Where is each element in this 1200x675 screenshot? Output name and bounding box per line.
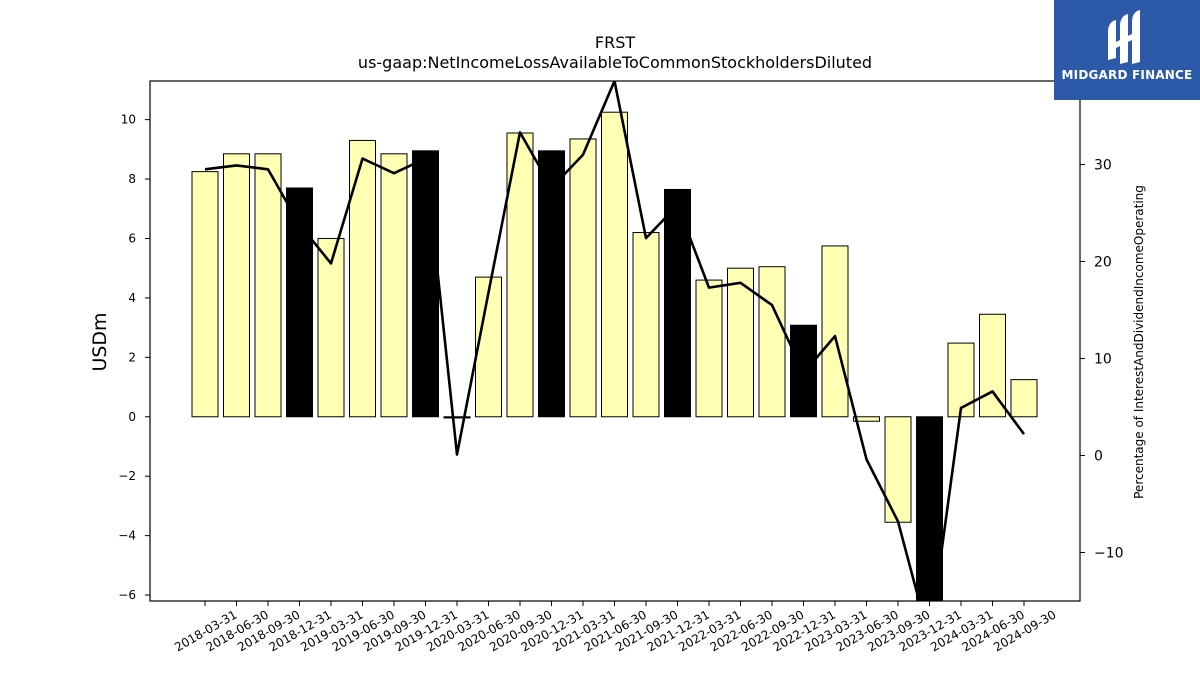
bar <box>727 267 754 418</box>
y-tick-label: 2 <box>128 350 136 364</box>
chart-subtitle: us-gaap:NetIncomeLossAvailableToCommonSt… <box>358 53 872 72</box>
y-tick-label: 6 <box>128 231 136 245</box>
bar <box>349 139 376 418</box>
y-tick-label: 10 <box>121 113 136 127</box>
bar <box>412 150 439 418</box>
chart-title: FRST <box>595 33 635 52</box>
bar <box>821 245 849 418</box>
logo-mark-icon <box>1108 10 1140 64</box>
bar <box>947 342 975 418</box>
bar <box>853 416 880 422</box>
y-tick-label: −2 <box>118 469 136 483</box>
y-axis-label: USDm <box>89 312 111 371</box>
bar <box>884 416 912 523</box>
bar <box>569 138 597 418</box>
bar <box>317 237 345 418</box>
line-series <box>204 81 1026 601</box>
y-tick-label: 0 <box>128 410 136 424</box>
bar <box>380 153 408 418</box>
logo-text: MIDGARD FINANCE <box>1061 68 1193 82</box>
y-tick-label: 4 <box>128 291 136 305</box>
bar <box>443 416 471 419</box>
bar <box>254 153 282 418</box>
bar <box>601 111 628 418</box>
bar <box>191 171 219 418</box>
y2-tick-label: 10 <box>1094 351 1112 367</box>
y-tick-label: −4 <box>118 529 136 543</box>
bar <box>695 279 723 418</box>
y-tick-label: −6 <box>118 588 136 602</box>
y2-axis-label: Percentage of InterestAndDividendIncomeO… <box>1132 185 1146 499</box>
bar <box>1010 379 1038 418</box>
bar <box>223 153 250 418</box>
bar <box>758 266 786 418</box>
bar <box>664 188 691 418</box>
bar <box>632 232 660 418</box>
y2-tick-label: 20 <box>1094 254 1112 270</box>
y-tick-label: 8 <box>128 172 136 186</box>
bar <box>979 313 1006 418</box>
plot-area <box>191 81 1038 601</box>
bar <box>538 150 565 418</box>
logo: MIDGARD FINANCE <box>1054 0 1200 100</box>
y2-tick-label: 30 <box>1094 157 1112 173</box>
y2-tick-label: −10 <box>1094 545 1124 561</box>
y2-tick-label: 0 <box>1094 448 1103 464</box>
bar <box>475 276 502 418</box>
